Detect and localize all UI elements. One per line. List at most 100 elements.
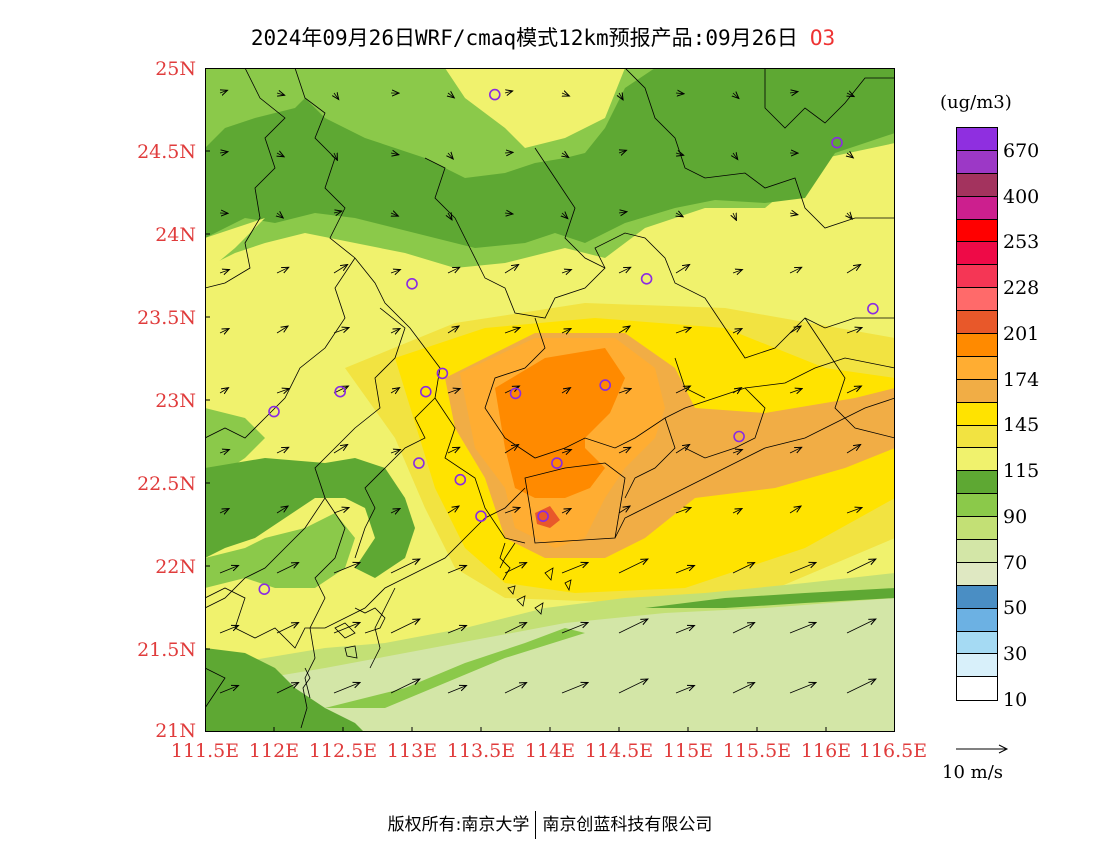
wind-arrow	[789, 623, 816, 634]
wind-arrow	[447, 506, 459, 514]
colorbar-swatch	[957, 517, 997, 541]
colorbar-swatch	[957, 128, 997, 151]
lon-label-111-5e: 111.5E	[170, 740, 240, 762]
map-title: 2024年09月26日WRF/cmaq模式12km预报产品:09月26日 O3	[0, 22, 1086, 52]
colorbar-label-70: 70	[1003, 552, 1028, 574]
wind-arrow	[675, 153, 684, 155]
lon-label-113-5e: 113.5E	[446, 740, 516, 762]
colorbar	[956, 127, 998, 702]
wind-arrow	[561, 450, 571, 453]
station-marker	[488, 88, 501, 101]
wind-arrow	[789, 326, 801, 334]
wind-reference-arrow	[956, 744, 1009, 754]
station-marker	[475, 510, 487, 523]
wind-arrow	[789, 683, 816, 694]
wind-arrow	[504, 683, 527, 694]
wind-arrow	[733, 153, 738, 160]
lon-label-116-5e: 116.5E	[858, 740, 928, 762]
colorbar-label-400: 400	[1003, 186, 1040, 208]
colorbar-swatch	[957, 265, 997, 289]
wind-arrow	[276, 683, 299, 694]
county-boundaries	[205, 68, 895, 709]
station-marker	[258, 583, 271, 596]
wind-arrow	[675, 566, 695, 574]
wind-arrow	[618, 619, 648, 634]
station-marker	[551, 457, 563, 469]
wind-arrow	[846, 508, 862, 514]
station-marker	[413, 457, 425, 469]
colorbar-label-670: 670	[1003, 140, 1040, 162]
wind-arrow	[619, 93, 623, 100]
wind-reference-label: 10 m/s	[942, 762, 1003, 783]
lon-label-114-5e: 114.5E	[584, 740, 654, 762]
wind-arrow	[276, 506, 288, 514]
wind-arrow	[618, 679, 648, 694]
wind-arrow	[276, 389, 289, 393]
lon-label-112e: 112E	[248, 740, 300, 762]
wind-arrow	[219, 388, 229, 393]
wind-arrow	[219, 686, 239, 694]
wind-arrow	[846, 386, 861, 394]
wind-arrow	[789, 213, 798, 215]
wind-arrow	[618, 326, 630, 334]
wind-arrow	[561, 329, 571, 333]
wind-arrow	[618, 150, 627, 153]
wind-arrow	[789, 563, 816, 574]
wind-arrow	[732, 683, 755, 694]
station-marker	[599, 379, 612, 391]
wind-arrow	[846, 559, 876, 574]
colorbar-swatch	[957, 448, 997, 472]
wind-arrow	[276, 563, 299, 574]
wind-arrow	[846, 619, 876, 634]
wind-arrow	[448, 153, 453, 159]
lat-label-22n: 22N	[155, 556, 196, 578]
wind-arrow	[504, 328, 520, 334]
wind-arrow	[561, 270, 571, 273]
wind-arrow	[847, 93, 854, 97]
station-marker	[436, 367, 449, 380]
wind-arrow	[504, 213, 513, 214]
wind-arrow	[789, 447, 802, 453]
wind-arrow	[504, 265, 519, 274]
wind-arrow	[732, 509, 742, 513]
wind-arrow	[390, 388, 400, 393]
colorbar-swatch	[957, 562, 997, 586]
monitoring-stations	[258, 88, 879, 596]
wind-arrow	[561, 623, 588, 634]
copyright-footer: 版权所有:南京大学 南京创蓝科技有限公司	[0, 810, 1100, 839]
colorbar-swatch	[957, 471, 997, 495]
wind-arrow	[447, 686, 467, 694]
lat-label-23n: 23N	[155, 390, 196, 412]
wind-arrow	[618, 212, 627, 213]
wind-arrow	[390, 619, 420, 634]
lat-label-25n: 25N	[155, 58, 196, 80]
wind-vectors	[219, 90, 876, 694]
wind-arrow	[562, 153, 569, 157]
wind-arrow	[846, 265, 861, 274]
wind-arrow	[676, 213, 683, 217]
wind-arrow	[675, 265, 690, 274]
wind-arrow	[276, 326, 288, 334]
wind-arrow	[390, 450, 400, 453]
wind-arrow	[675, 328, 691, 334]
wind-arrow	[618, 389, 631, 393]
colorbar-label-30: 30	[1003, 643, 1028, 665]
wind-arrow	[219, 626, 239, 634]
lon-label-112-5e: 112.5E	[308, 740, 378, 762]
wind-arrow	[733, 93, 739, 99]
station-marker	[733, 430, 745, 443]
wind-arrow	[618, 447, 631, 453]
title-text: 2024年09月26日WRF/cmaq模式12km预报产品:09月26日	[250, 26, 798, 50]
wind-arrow	[219, 450, 229, 453]
wind-arrow	[447, 447, 460, 453]
wind-arrow	[847, 153, 853, 158]
colorbar-swatch	[957, 425, 997, 449]
colorbar-swatch	[957, 334, 997, 357]
colorbar-label-253: 253	[1003, 231, 1040, 253]
station-marker	[867, 302, 879, 315]
wind-arrow	[333, 623, 360, 634]
wind-arrow	[219, 270, 229, 273]
colorbar-swatch	[957, 356, 997, 380]
wind-arrow	[390, 559, 420, 574]
colorbar-swatch	[957, 540, 997, 563]
